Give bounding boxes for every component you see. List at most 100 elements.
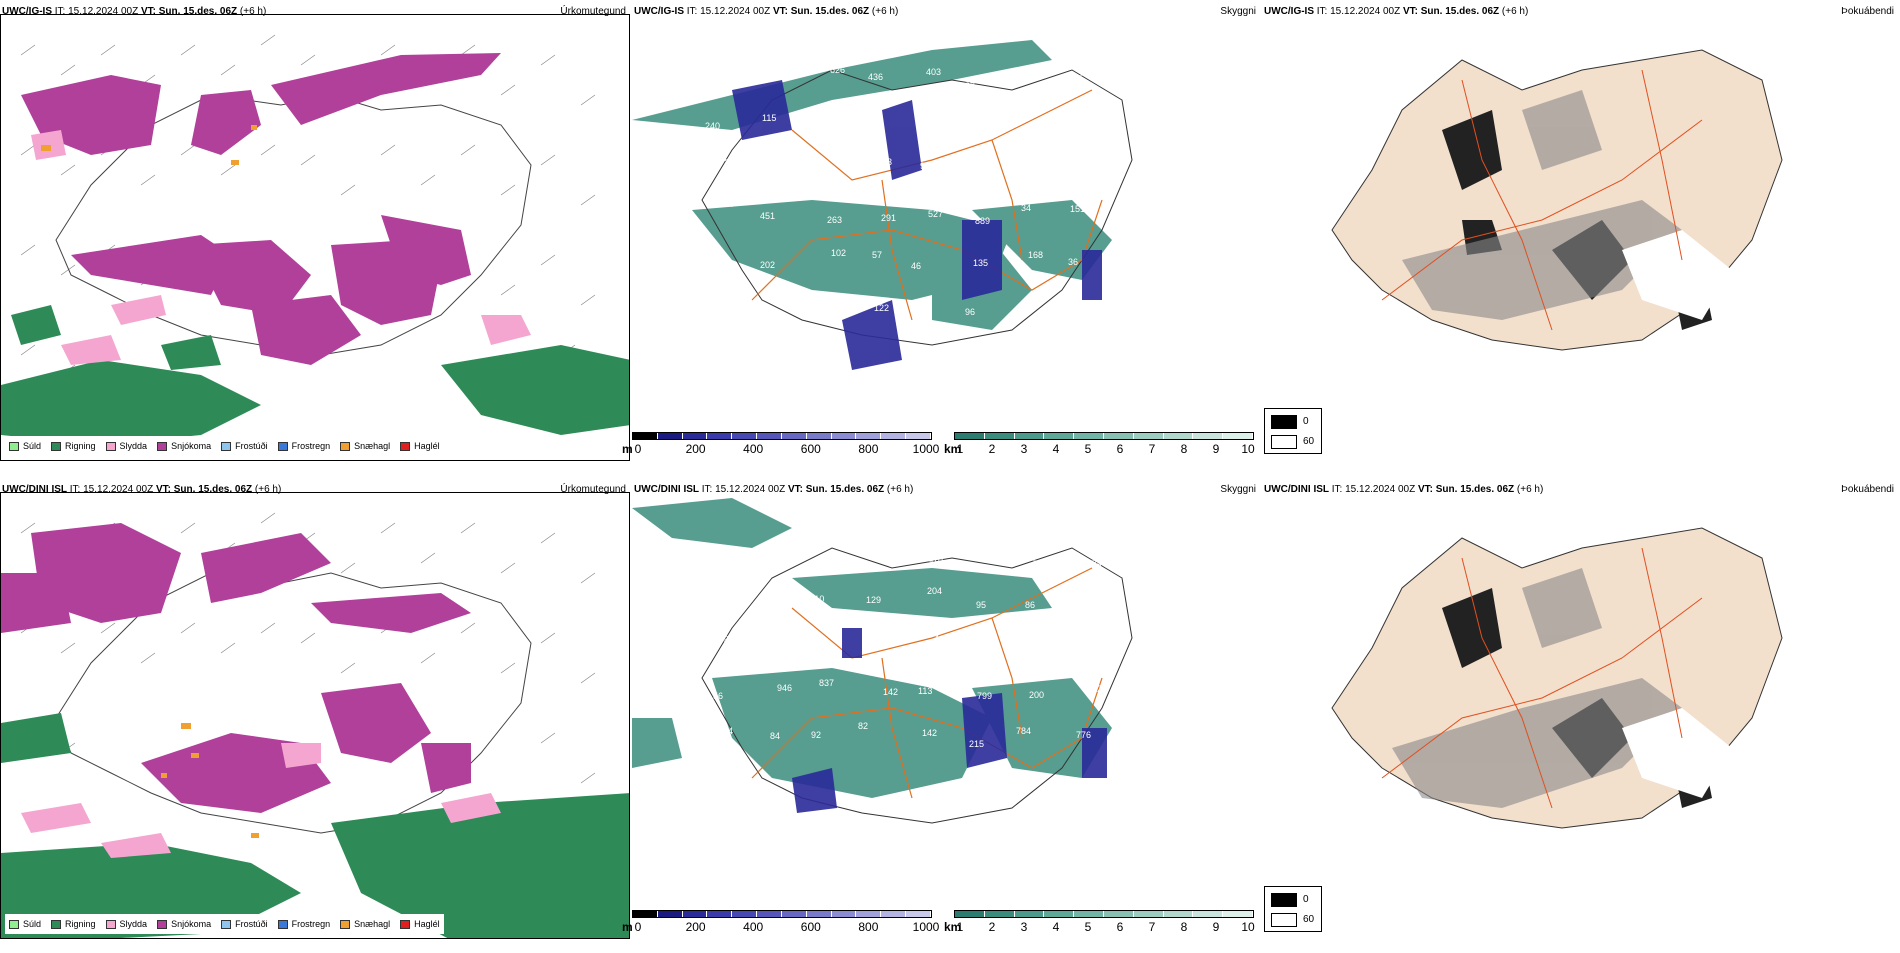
- visibility-value-label: 83: [815, 645, 825, 655]
- legend-swatch: [277, 919, 288, 929]
- legend-swatch: [221, 919, 232, 929]
- visibility-value-label: 57: [872, 250, 882, 260]
- legend-swatch: [51, 441, 62, 451]
- precip-map-frame: Súld Rigning Slydda Snjókoma Frostúði Frostre…: [0, 14, 630, 461]
- visibility-value-label: 102: [831, 248, 846, 258]
- rivers-roads: [1381, 69, 1703, 331]
- fog-panel: UWC/DINI ISL IT: 15.12.2024 00Z VT: Sun.…: [1262, 478, 1900, 953]
- legend-swatch: [51, 919, 62, 929]
- colorbar-tick-label: 0: [634, 442, 642, 456]
- colorbar-step: [707, 433, 733, 439]
- legend-item-frostúði: Frostúði: [221, 919, 268, 929]
- visibility-value-label: 726: [1024, 160, 1039, 170]
- visibility-value-label: 215: [969, 739, 984, 749]
- visibility-value-label: 403: [926, 67, 941, 77]
- visibility-value-label: 946: [777, 683, 792, 693]
- colorbar-step: [1133, 433, 1164, 439]
- visibility-value-label: 164: [1068, 110, 1083, 120]
- colorbar-step: [781, 911, 807, 917]
- visibility-value-label: 407: [720, 199, 735, 209]
- visibility-value-label: 64: [979, 649, 989, 659]
- visibility-panel: 608 727 626 436 403 37 723 717 240 115 233 89 107 238…: [622, 0, 1262, 475]
- colorbar-tick-label: 8: [1180, 442, 1188, 456]
- fog-header: UWC/DINI ISL IT: 15.12.2024 00Z VT: Sun.…: [1264, 484, 1544, 495]
- visibility-value-label: 93: [882, 157, 892, 167]
- legend-item-súld: Súld: [9, 441, 41, 451]
- precip-title: Úrkomutegund: [560, 484, 626, 495]
- colorbar-step: [1163, 433, 1194, 439]
- colorbar-step: [1163, 911, 1194, 917]
- visibility-value-label: 481: [821, 554, 836, 564]
- fog-title: Þokuábendi: [1841, 484, 1894, 495]
- legend-item-rigning: Rigning: [51, 441, 96, 451]
- visibility-value-label: 115: [762, 113, 776, 123]
- low-cloud-blue-areas: [792, 628, 1107, 813]
- visibility-value-label: 142: [922, 728, 937, 738]
- colorbar-tick-label: 7: [1148, 442, 1156, 456]
- legend-swatch: [157, 919, 168, 929]
- colorbar-tick-label: 5: [1084, 920, 1092, 934]
- fog-panel: UWC/IG-IS IT: 15.12.2024 00Z VT: Sun. 15…: [1262, 0, 1900, 475]
- visibility-map[interactable]: 608 727 626 436 403 37 723 717 240 115 233 89 107 238…: [632, 0, 1262, 430]
- legend-swatch: [157, 441, 168, 451]
- colorbar-step: [906, 433, 931, 439]
- colorbar-tick-label: 4: [1052, 920, 1060, 934]
- colorbar-step: [955, 433, 985, 439]
- legend-label: Súld: [23, 441, 42, 451]
- colorbar-tick-label: 0: [634, 920, 642, 934]
- colorbar-tick-label: 2: [988, 920, 996, 934]
- colorbar-step: [657, 911, 683, 917]
- forecast-row-ig-is: Súld Rigning Slydda Snjókoma Frostúði Frostre…: [0, 0, 1900, 475]
- colorbar-tick-label: 2: [988, 442, 996, 456]
- legend-label: Frostregn: [291, 919, 331, 929]
- visibility-value-label: 46: [911, 261, 921, 271]
- visibility-title: Skyggni: [1220, 6, 1256, 17]
- colorbar-step: [856, 433, 882, 439]
- precip-type-map[interactable]: [1, 15, 630, 461]
- colorbar-tick-label: 9: [1212, 442, 1220, 456]
- visibility-value-label: 97: [1015, 306, 1025, 316]
- visibility-value-label: 135: [973, 258, 988, 268]
- legend-item-frostregn: Frostregn: [277, 919, 331, 929]
- visibility-value-label: 110: [810, 594, 824, 604]
- colorbar-tick-label: 400: [743, 920, 764, 934]
- legend-label: Rigning: [65, 441, 96, 451]
- visibility-value-label: 202: [760, 260, 775, 270]
- visibility-value-label: 71: [780, 159, 790, 169]
- colorbar-tick-label: 600: [800, 442, 821, 456]
- colorbar-step: [682, 911, 708, 917]
- visibility-value-label: 153: [935, 634, 950, 644]
- visibility-value-label: 84: [719, 256, 729, 266]
- colorbar-step: [1193, 911, 1224, 917]
- colorbar-step: [657, 433, 683, 439]
- legend-item-slydda: Slydda: [105, 441, 147, 451]
- visibility-map[interactable]: 693 827 481 638 910 838 764 843 42 695 110 129 204 95…: [632, 478, 1262, 908]
- visibility-value-label: 97: [920, 161, 930, 171]
- legend-label: Frostúði: [235, 919, 268, 929]
- precip-title: Úrkomutegund: [560, 6, 626, 17]
- colorbar-step: [806, 433, 832, 439]
- precip-legend: Súld Rigning Slydda Snjókoma Frostúði Frostre…: [5, 436, 444, 456]
- colorbar-step: [732, 433, 758, 439]
- legend-item-rigning: Rigning: [51, 919, 96, 929]
- fog-legend-dark-swatch: [1271, 415, 1297, 429]
- legend-swatch: [105, 441, 116, 451]
- rain-areas: [1, 305, 629, 445]
- visibility-value-label: 185: [1072, 156, 1087, 166]
- precip-type-map[interactable]: [1, 493, 630, 939]
- colorbar-tick-label: 800: [858, 442, 879, 456]
- colorbar-tick-label: 7: [1148, 920, 1156, 934]
- fog-map[interactable]: [1262, 0, 1900, 430]
- visibility-value-label: 843: [1092, 558, 1107, 568]
- colorbar-tick-label: 10: [1241, 920, 1255, 934]
- visibility-value-label: 784: [1016, 726, 1031, 736]
- visibility-value-label: 119: [714, 634, 728, 644]
- colorbar-step: [633, 911, 658, 917]
- visibility-value-label: 401: [779, 289, 794, 299]
- colorbar-tick-label: 6: [1116, 920, 1124, 934]
- visibility-value-label: 122: [874, 303, 889, 313]
- colorbar-step: [781, 433, 807, 439]
- colorbar-tick-label: 1000: [912, 442, 940, 456]
- fog-map[interactable]: [1262, 478, 1900, 908]
- visibility-value-label: 590: [972, 168, 987, 178]
